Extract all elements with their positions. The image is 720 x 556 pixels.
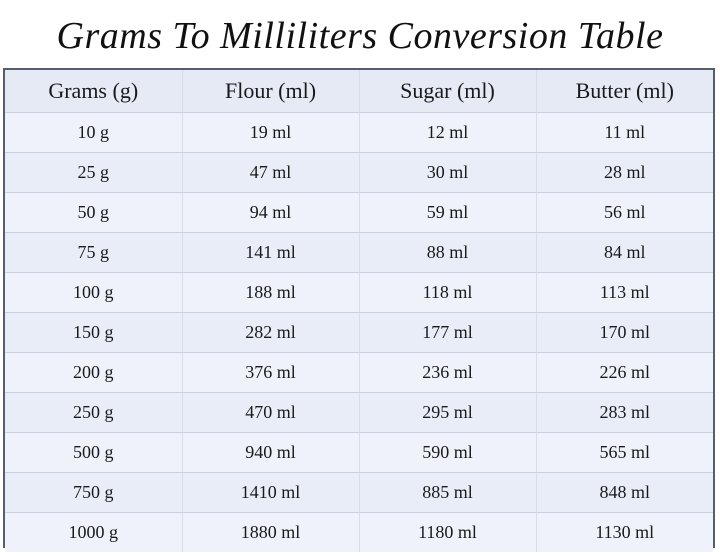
cell-flour: 19 ml bbox=[182, 112, 360, 153]
header-butter: Butter (ml) bbox=[536, 70, 713, 113]
cell-grams: 100 g bbox=[5, 272, 183, 313]
table-row: 50 g 94 ml 59 ml 56 ml bbox=[5, 192, 713, 233]
cell-sugar: 59 ml bbox=[359, 192, 537, 233]
cell-sugar: 177 ml bbox=[359, 312, 537, 353]
cell-grams: 150 g bbox=[5, 312, 183, 353]
cell-grams: 10 g bbox=[5, 112, 183, 153]
cell-grams: 250 g bbox=[5, 392, 183, 433]
header-flour: Flour (ml) bbox=[182, 70, 360, 113]
cell-butter: 170 ml bbox=[536, 312, 713, 353]
cell-flour: 1410 ml bbox=[182, 472, 360, 513]
cell-flour: 282 ml bbox=[182, 312, 360, 353]
cell-butter: 56 ml bbox=[536, 192, 713, 233]
table-row: 250 g 470 ml 295 ml 283 ml bbox=[5, 392, 713, 433]
cell-sugar: 236 ml bbox=[359, 352, 537, 393]
cell-sugar: 12 ml bbox=[359, 112, 537, 153]
table-row: 500 g 940 ml 590 ml 565 ml bbox=[5, 432, 713, 473]
cell-flour: 1880 ml bbox=[182, 512, 360, 552]
cell-butter: 848 ml bbox=[536, 472, 713, 513]
page-title: Grams To Milliliters Conversion Table bbox=[56, 15, 664, 57]
cell-butter: 283 ml bbox=[536, 392, 713, 433]
cell-butter: 226 ml bbox=[536, 352, 713, 393]
cell-grams: 25 g bbox=[5, 152, 183, 193]
cell-sugar: 885 ml bbox=[359, 472, 537, 513]
cell-sugar: 295 ml bbox=[359, 392, 537, 433]
table-row: 200 g 376 ml 236 ml 226 ml bbox=[5, 352, 713, 393]
table-row: 25 g 47 ml 30 ml 28 ml bbox=[5, 152, 713, 193]
cell-flour: 94 ml bbox=[182, 192, 360, 233]
table-row: 100 g 188 ml 118 ml 113 ml bbox=[5, 272, 713, 313]
table-row: 75 g 141 ml 88 ml 84 ml bbox=[5, 232, 713, 273]
cell-butter: 84 ml bbox=[536, 232, 713, 273]
cell-grams: 1000 g bbox=[5, 512, 183, 552]
cell-butter: 113 ml bbox=[536, 272, 713, 313]
cell-butter: 28 ml bbox=[536, 152, 713, 193]
table-header-row: Grams (g) Flour (ml) Sugar (ml) Butter (… bbox=[5, 70, 713, 113]
conversion-table: Grams (g) Flour (ml) Sugar (ml) Butter (… bbox=[5, 70, 713, 552]
cell-butter: 565 ml bbox=[536, 432, 713, 473]
cell-flour: 940 ml bbox=[182, 432, 360, 473]
cell-grams: 750 g bbox=[5, 472, 183, 513]
cell-sugar: 1180 ml bbox=[359, 512, 537, 552]
cell-grams: 200 g bbox=[5, 352, 183, 393]
table-row: 10 g 19 ml 12 ml 11 ml bbox=[5, 112, 713, 153]
cell-sugar: 590 ml bbox=[359, 432, 537, 473]
table-row: 1000 g 1880 ml 1180 ml 1130 ml bbox=[5, 512, 713, 552]
table-row: 150 g 282 ml 177 ml 170 ml bbox=[5, 312, 713, 353]
cell-sugar: 88 ml bbox=[359, 232, 537, 273]
cell-flour: 47 ml bbox=[182, 152, 360, 193]
cell-grams: 75 g bbox=[5, 232, 183, 273]
table-row: 750 g 1410 ml 885 ml 848 ml bbox=[5, 472, 713, 513]
cell-butter: 1130 ml bbox=[536, 512, 713, 552]
cell-flour: 188 ml bbox=[182, 272, 360, 313]
conversion-table-container: Grams (g) Flour (ml) Sugar (ml) Butter (… bbox=[3, 68, 715, 552]
cell-butter: 11 ml bbox=[536, 112, 713, 153]
cell-grams: 50 g bbox=[5, 192, 183, 233]
cell-flour: 470 ml bbox=[182, 392, 360, 433]
cell-flour: 376 ml bbox=[182, 352, 360, 393]
cell-grams: 500 g bbox=[5, 432, 183, 473]
header-grams: Grams (g) bbox=[5, 70, 183, 113]
cell-sugar: 30 ml bbox=[359, 152, 537, 193]
header-sugar: Sugar (ml) bbox=[359, 70, 537, 113]
cell-flour: 141 ml bbox=[182, 232, 360, 273]
cell-sugar: 118 ml bbox=[359, 272, 537, 313]
